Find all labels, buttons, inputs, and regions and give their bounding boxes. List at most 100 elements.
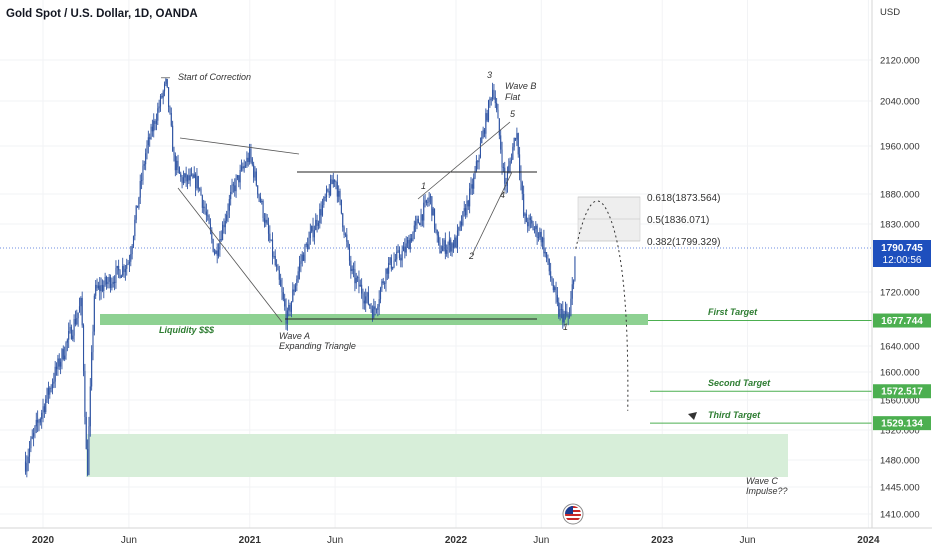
candle-body xyxy=(103,285,105,291)
candle-body xyxy=(304,244,306,261)
candle-body xyxy=(559,309,561,317)
candle-body xyxy=(161,96,163,98)
candle-body xyxy=(516,133,518,140)
candle-body xyxy=(265,219,267,223)
candle-body xyxy=(537,237,540,238)
second-target-price: 1572.517 xyxy=(881,387,923,398)
candle-body xyxy=(51,383,54,389)
candle-body xyxy=(111,283,113,288)
candle-body xyxy=(401,251,403,261)
candle-body xyxy=(216,250,218,256)
candle-body xyxy=(555,287,557,295)
candle-body xyxy=(239,170,241,183)
candle-body xyxy=(359,284,361,287)
candle-body xyxy=(176,160,178,171)
candle-body xyxy=(293,289,295,292)
wave-b-label: Wave B xyxy=(505,81,536,91)
us-flag-event-icon[interactable] xyxy=(562,503,584,525)
candle-body xyxy=(250,148,252,159)
candle-body xyxy=(91,352,93,387)
candle-body xyxy=(301,254,303,262)
candle-body xyxy=(489,98,491,101)
candle-body xyxy=(30,438,32,449)
candle-body xyxy=(96,284,98,289)
candle-body xyxy=(311,226,313,232)
candle-body xyxy=(135,205,137,220)
candle-body xyxy=(157,108,159,121)
candle-body xyxy=(541,237,544,243)
candle-body xyxy=(324,197,326,198)
candle-body xyxy=(386,268,388,274)
candle-body xyxy=(186,175,189,182)
candle-body xyxy=(378,299,380,307)
price-tick-label: 1960.000 xyxy=(880,142,920,153)
candle-body xyxy=(448,239,450,246)
candle-body xyxy=(271,239,274,257)
candle-body xyxy=(377,306,379,310)
candle-body xyxy=(284,299,286,307)
candle-body xyxy=(38,422,40,424)
candle-body xyxy=(130,254,132,262)
candle-body xyxy=(316,219,318,226)
candle-body xyxy=(199,188,201,190)
candle-body xyxy=(134,219,136,237)
candle-body xyxy=(115,268,117,283)
candle-body xyxy=(354,269,356,284)
candle-body xyxy=(162,91,164,98)
candle-body xyxy=(24,461,27,472)
candle-body xyxy=(69,326,71,331)
candle-body xyxy=(527,222,529,227)
candle-body xyxy=(424,200,426,203)
candle-body xyxy=(163,83,166,92)
candle-body xyxy=(400,257,402,261)
price-tick-label: 1560.000 xyxy=(880,396,920,407)
candle-body xyxy=(97,285,99,289)
wave-number-2: 2 xyxy=(468,251,474,261)
candle-body xyxy=(276,265,278,267)
candle-body xyxy=(396,251,398,260)
candle-body xyxy=(340,199,342,214)
time-tick-label: Jun xyxy=(327,535,343,546)
candle-body xyxy=(46,388,48,400)
candle-body xyxy=(118,266,120,271)
start-of-correction-label: Start of Correction xyxy=(178,72,251,82)
candle-body xyxy=(200,188,202,196)
candle-body xyxy=(332,179,334,185)
candle-body xyxy=(80,298,82,307)
currency-label: USD xyxy=(880,7,900,18)
candle-body xyxy=(261,201,263,202)
candle-body xyxy=(524,213,526,216)
candle-body xyxy=(100,285,102,292)
second-target-label: Second Target xyxy=(708,378,771,388)
time-tick-label: 2021 xyxy=(239,535,262,546)
candle-body xyxy=(142,165,144,180)
candle-body xyxy=(28,448,31,457)
candle-body xyxy=(213,251,216,254)
candle-body xyxy=(388,262,390,274)
candle-body xyxy=(392,266,394,269)
candle-body xyxy=(243,165,245,169)
candle-body xyxy=(158,106,160,109)
price-tick-label: 1445.000 xyxy=(880,483,920,494)
price-tick-label: 1600.000 xyxy=(880,368,920,379)
price-tick-label: 1480.000 xyxy=(880,456,920,467)
candle-body xyxy=(358,277,360,287)
candle-body xyxy=(168,87,170,107)
candle-body xyxy=(226,214,228,221)
candle-body xyxy=(568,315,571,317)
candle-body xyxy=(481,137,483,144)
candle-body xyxy=(173,151,175,156)
candle-body xyxy=(567,315,569,317)
candle-body xyxy=(443,240,445,247)
candle-body xyxy=(493,89,495,97)
candle-body xyxy=(247,157,249,162)
candle-body xyxy=(53,381,55,384)
candle-body xyxy=(181,176,183,184)
candle-body xyxy=(288,305,290,311)
candle-body xyxy=(419,223,421,225)
candle-body xyxy=(469,188,471,207)
candle-body xyxy=(428,197,430,203)
candle-body xyxy=(361,284,363,294)
candle-body xyxy=(393,260,395,267)
